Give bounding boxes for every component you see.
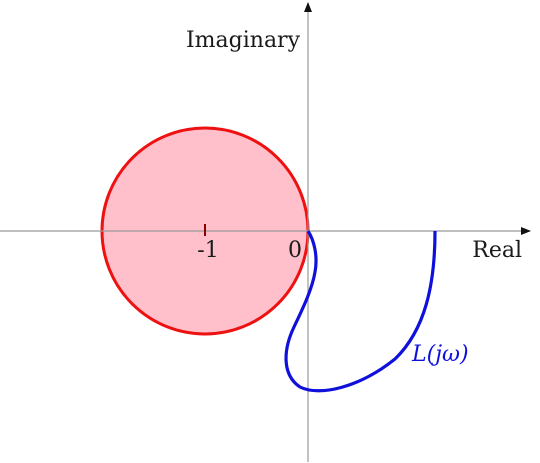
nyquist-curve	[284, 230, 437, 393]
x-axis-label: Real	[472, 238, 522, 263]
y-axis-label: Imaginary	[186, 28, 301, 53]
critical-point-label: -1	[197, 238, 218, 263]
origin-label: 0	[288, 238, 302, 263]
curve-label: L(jω)	[411, 342, 469, 367]
